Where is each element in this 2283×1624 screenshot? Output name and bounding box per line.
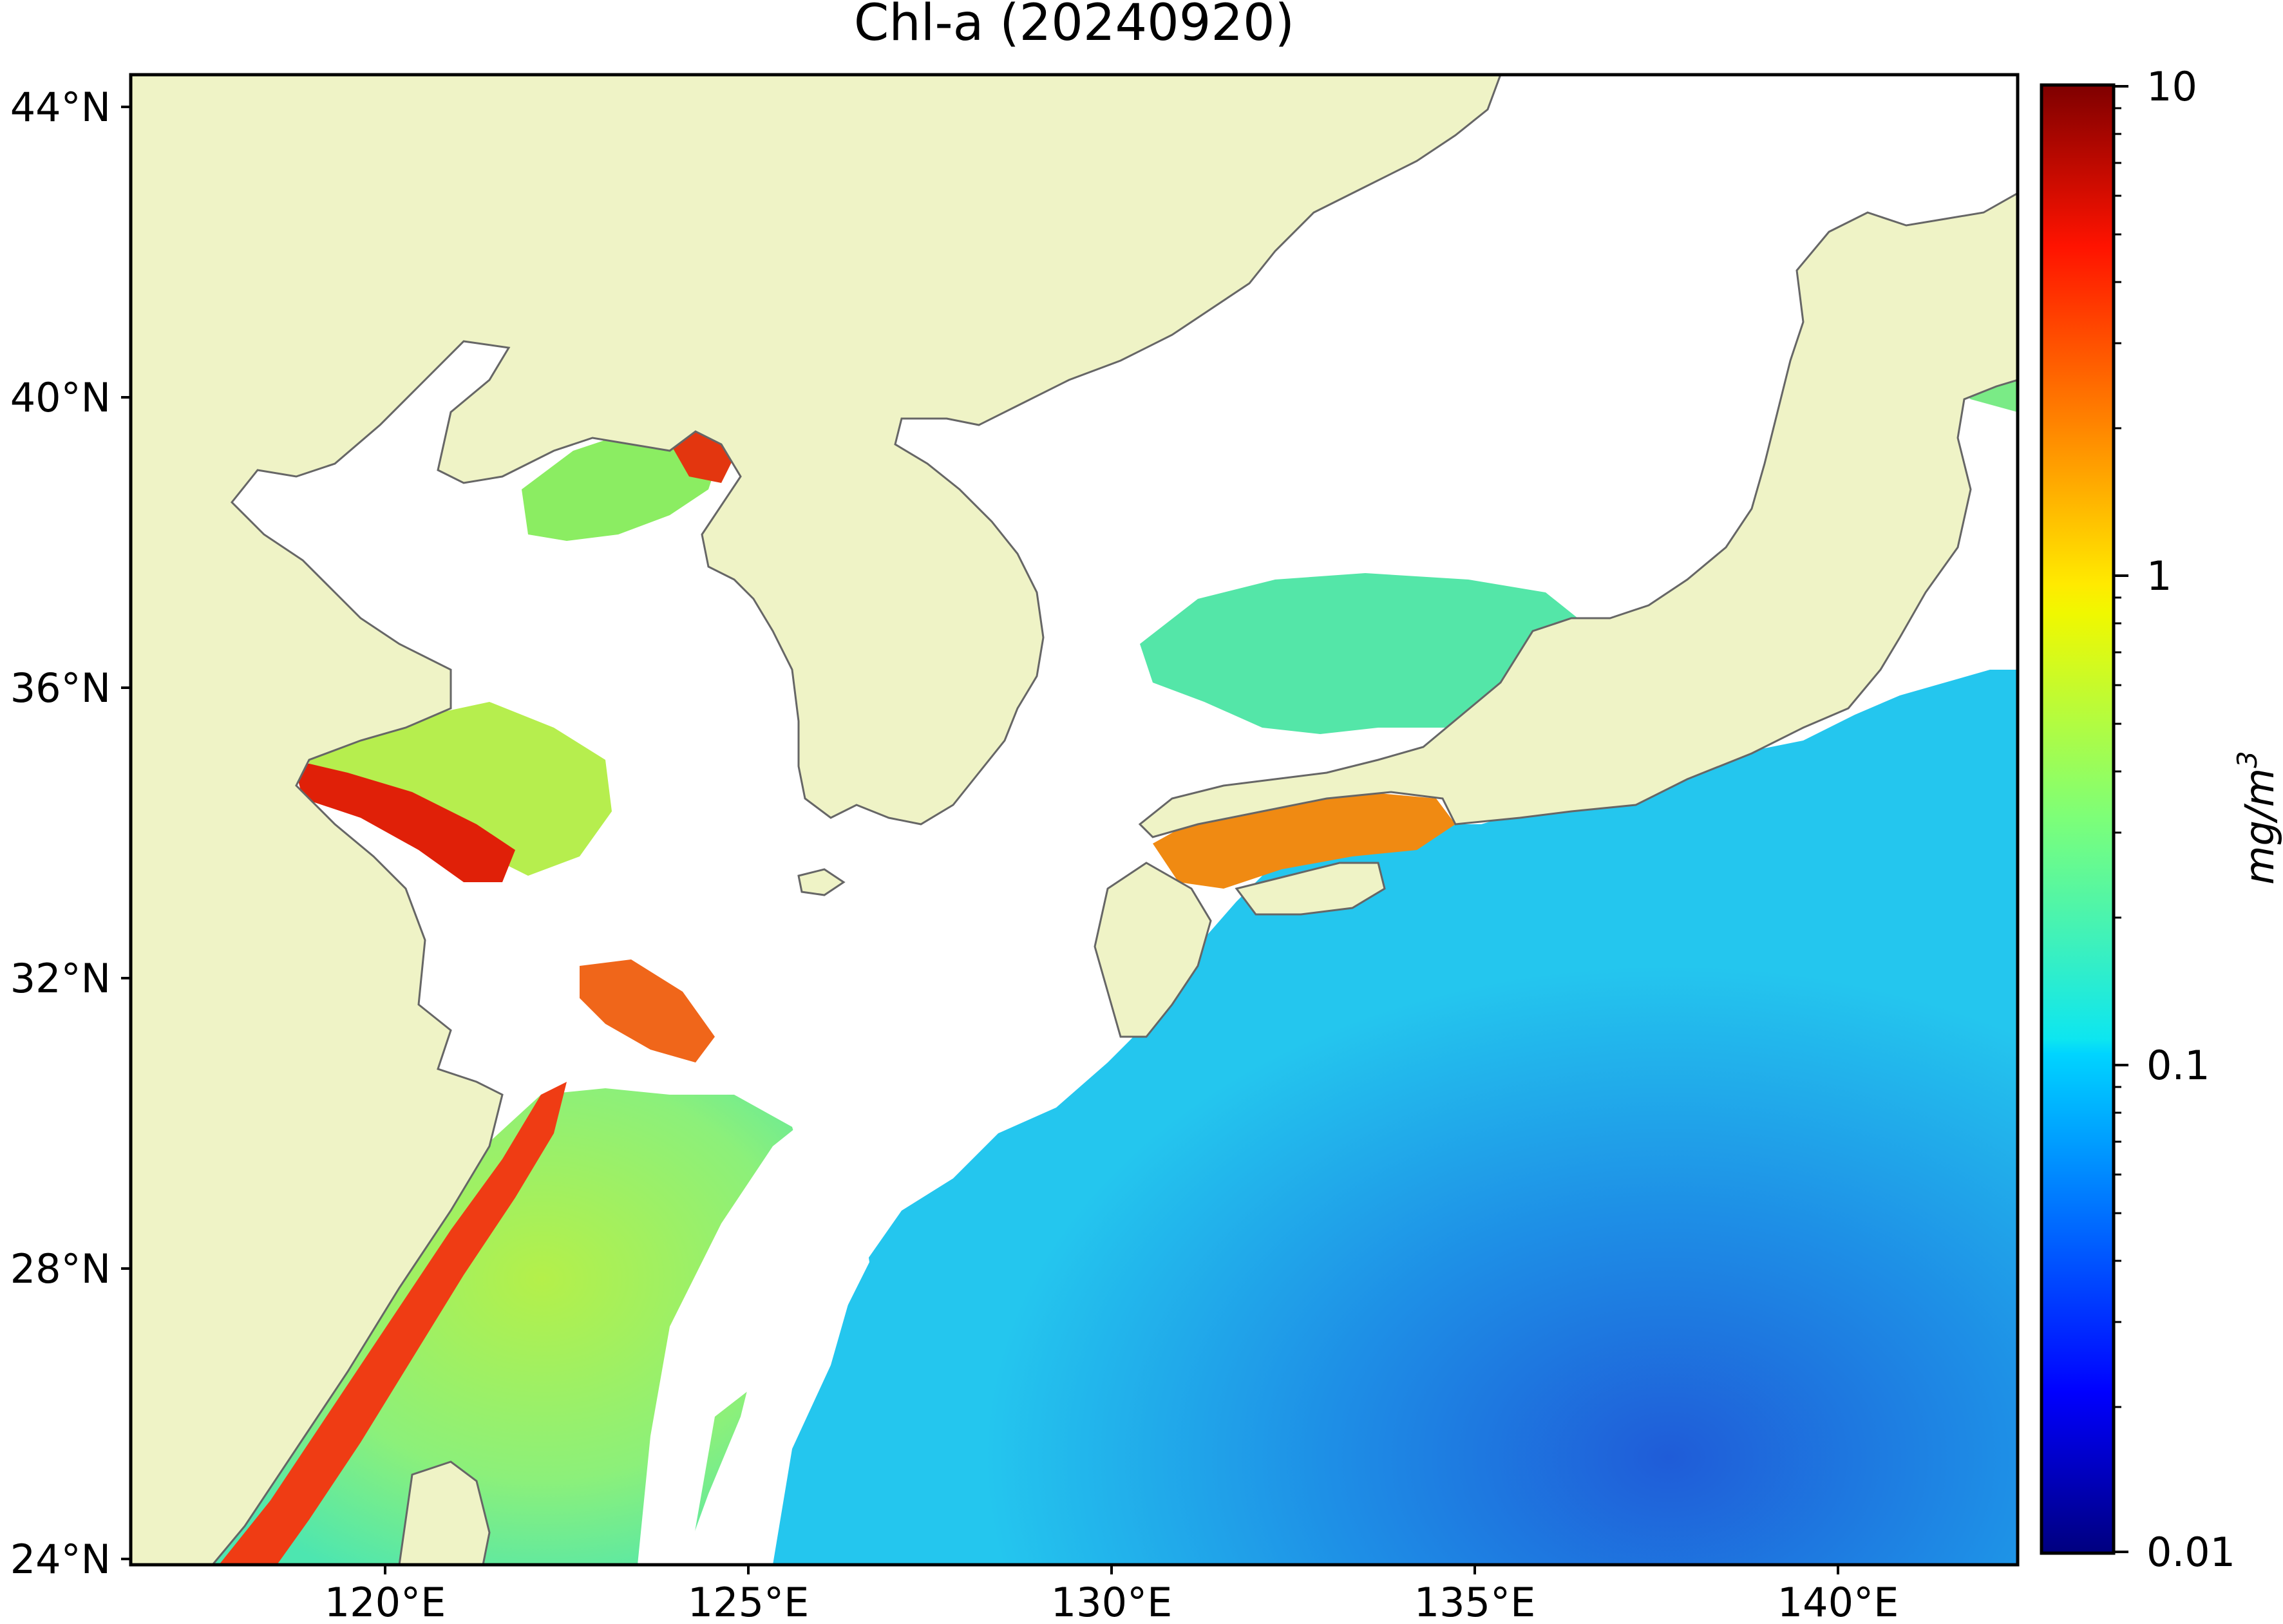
colorbar-unit-base: mg/m (2236, 768, 2283, 885)
lon-label-120: 120°E (325, 1579, 446, 1624)
colorbar-unit-label: mg/m3 (2231, 751, 2283, 885)
lon-label-130: 130°E (1051, 1579, 1173, 1624)
china-coast-chl (219, 1082, 567, 1565)
changjiang-plume-chl (580, 959, 715, 1062)
jiangsu-coast-chl (293, 760, 515, 882)
lat-label-32: 32°N (10, 955, 111, 1002)
cloud-gap (638, 1056, 947, 1565)
lon-label-125: 125°E (688, 1579, 810, 1624)
longitude-axis: 120°E 125°E 130°E 135°E 140°E (325, 1565, 1899, 1624)
land-japan-honshu (1138, 192, 2018, 838)
lon-label-135: 135°E (1414, 1579, 1536, 1624)
lon-label-140: 140°E (1777, 1579, 1899, 1624)
colorbar-tick-0.01: 0.01 (2146, 1529, 2235, 1576)
east-sea-chl (1140, 573, 1578, 734)
land-japan-shikoku (1235, 862, 1386, 916)
colorbar-tick-10: 10 (2146, 63, 2197, 110)
bohai-chl (522, 425, 721, 541)
yellow-sea-chl-patch (309, 702, 612, 876)
lat-label-40: 40°N (10, 374, 111, 421)
land-taiwan (398, 1460, 491, 1565)
land-asia (131, 75, 1502, 1565)
lat-label-44: 44°N (10, 84, 111, 131)
lat-label-28: 28°N (10, 1245, 111, 1292)
pacific-chl-field (773, 670, 2018, 1565)
map-frame (129, 73, 2020, 1567)
colorbar: 10 1 0.1 0.01 mg/m3 (2040, 63, 2283, 1576)
land-japan-kyushu (1094, 862, 1212, 1038)
colorbar-unit-exponent: 3 (2231, 751, 2263, 768)
lat-label-24: 24°N (10, 1536, 111, 1583)
colorbar-minor-ticks (2114, 107, 2121, 1408)
colorbar-tick-1: 1 (2146, 552, 2172, 600)
land-jeju (797, 868, 846, 896)
map-area (131, 75, 2018, 1565)
colorbar-gradient (2040, 83, 2116, 1555)
latitude-axis: 44°N 40°N 36°N 32°N 28°N 24°N (10, 84, 131, 1583)
lat-label-36: 36°N (10, 665, 111, 712)
colorbar-tick-0.1: 0.1 (2146, 1042, 2210, 1089)
map-title: Chl-a (20240920) (854, 0, 1294, 52)
